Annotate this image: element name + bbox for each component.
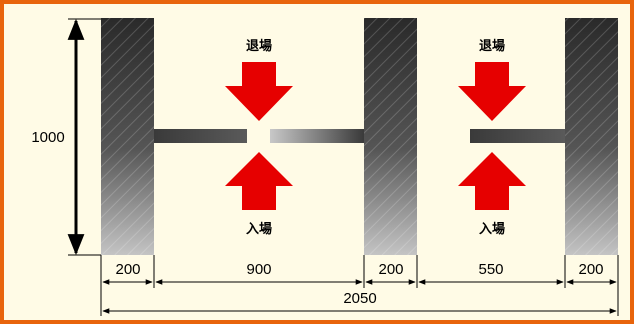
arrow-up-icon	[458, 152, 526, 210]
flap-bar-1-left	[154, 129, 247, 143]
segment-dimension-label: 200	[115, 261, 140, 278]
flap-bar-1-right	[270, 129, 364, 143]
arrow-down-icon	[458, 62, 526, 121]
flap-bar-2-left	[470, 129, 565, 143]
segment-dimension-label: 200	[378, 261, 403, 278]
height-dimension-label: 1000	[31, 129, 64, 146]
extension-lines	[100, 255, 619, 316]
gate-post-left	[101, 18, 154, 255]
segment-dimension-label: 550	[478, 261, 503, 278]
gate-post-right	[565, 18, 618, 255]
arrow-up-icon	[225, 152, 293, 210]
entry-label-left: 入場	[246, 221, 272, 236]
height-dimension	[67, 18, 101, 256]
segment-dimension-label: 200	[578, 261, 603, 278]
exit-label-right: 退場	[479, 38, 505, 53]
gate-post-middle	[364, 18, 417, 255]
arrow-down-icon	[225, 62, 293, 121]
entry-label-right: 入場	[479, 221, 505, 236]
total-dimension-label: 2050	[343, 290, 376, 307]
segment-dimension-label: 900	[246, 261, 271, 278]
exit-label-left: 退場	[246, 38, 272, 53]
